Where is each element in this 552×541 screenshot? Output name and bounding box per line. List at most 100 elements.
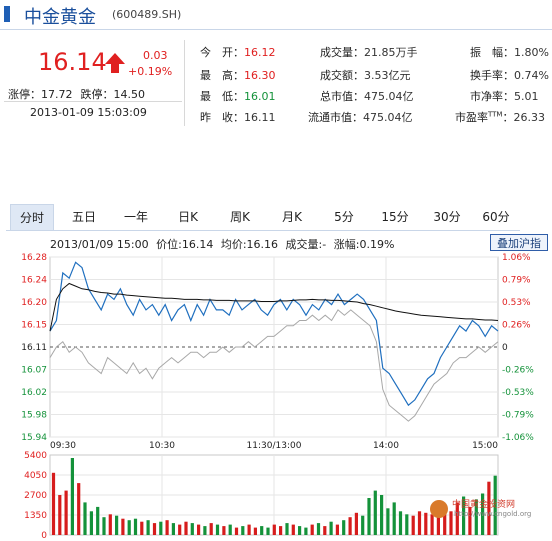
volume-bar xyxy=(329,521,333,535)
volume-bar xyxy=(190,523,194,535)
cngold-logo-icon xyxy=(430,500,448,518)
price-change-pct: +0.19% xyxy=(128,65,173,78)
volume-bar xyxy=(89,511,93,535)
volume-bar xyxy=(260,526,264,535)
volume-bar xyxy=(234,527,239,535)
watermark-url: http://www.cngold.org xyxy=(454,510,532,518)
volume-bar xyxy=(474,499,478,535)
volume-tick-label: 2700 xyxy=(24,491,47,501)
volume-bar xyxy=(83,502,87,535)
volume-bar xyxy=(443,508,447,535)
volume-bar xyxy=(215,524,220,535)
volume-bar xyxy=(285,523,289,535)
stat-volume: 成交量：21.85万手 xyxy=(320,46,418,59)
time-tick-label: 09:30 xyxy=(50,441,76,451)
volume-bar xyxy=(481,493,485,535)
current-price: 16.14 xyxy=(38,48,107,76)
price-tick-label: 15.94 xyxy=(21,433,47,443)
price-tick-label: 16.28 xyxy=(21,253,47,263)
volume-bar xyxy=(354,512,358,535)
volume-bar xyxy=(405,514,409,535)
stat-open: 今 开：16.12 xyxy=(200,46,276,59)
volume-bar xyxy=(436,505,440,535)
volume-bar xyxy=(209,523,213,535)
volume-bar xyxy=(171,523,175,535)
volume-bar xyxy=(165,520,169,535)
title-accent-icon xyxy=(4,6,10,22)
limit-up-label: 涨停： xyxy=(8,88,41,101)
volume-bar xyxy=(449,511,453,535)
limit-down-label: 跌停： xyxy=(80,88,114,101)
tab-five-day[interactable]: 五日 xyxy=(71,210,96,224)
watermark-text: 中国黄金投资网 xyxy=(452,500,516,510)
volume-bar xyxy=(64,490,68,535)
volume-bar xyxy=(253,527,257,535)
price-tick-label: 15.98 xyxy=(21,411,47,421)
volume-bar xyxy=(424,512,428,535)
tab-monthly-k[interactable]: 月K xyxy=(282,210,302,224)
volume-bar xyxy=(430,514,434,535)
volume-bar xyxy=(127,520,131,535)
pct-tick-label: -1.06% xyxy=(502,433,534,443)
tab-one-year[interactable]: 一年 xyxy=(123,210,148,224)
pct-tick-label: -0.53% xyxy=(502,388,534,398)
stat-turnover: 换手率：0.74% xyxy=(470,69,549,82)
time-tick-label: 11:30/13:00 xyxy=(247,441,302,451)
volume-tick-label: 0 xyxy=(41,531,47,541)
title-divider xyxy=(0,29,552,30)
volume-bar xyxy=(304,527,308,535)
volume-bar xyxy=(184,521,188,535)
stock-name: 中金黄金 xyxy=(24,7,96,28)
price-tick-label: 16.24 xyxy=(21,276,47,286)
price-change: 0.03 xyxy=(143,49,168,62)
volume-bar xyxy=(58,495,62,535)
price-line xyxy=(49,261,499,407)
volume-bar xyxy=(203,526,207,535)
pct-tick-label: 0.79% xyxy=(502,276,531,286)
volume-bar xyxy=(316,523,321,535)
volume-bar xyxy=(367,498,371,535)
volume-bar xyxy=(146,520,150,535)
title-bar: 中金黄金 (600489.SH) xyxy=(0,0,552,30)
volume-bar xyxy=(222,526,226,535)
volume-tick-label: 5400 xyxy=(24,451,47,461)
pct-tick-label: -0.26% xyxy=(502,366,534,376)
volume-bar xyxy=(398,511,403,535)
index-overlay-line xyxy=(49,309,499,422)
stat-market-cap: 总市值：475.04亿 xyxy=(320,90,414,103)
up-arrow-icon xyxy=(105,53,125,73)
volume-bar xyxy=(462,496,466,535)
tab-intraday[interactable]: 分时 xyxy=(10,204,54,230)
volume-bar xyxy=(108,514,112,535)
pct-tick-label: -0.79% xyxy=(502,411,534,421)
price-tick-label: 16.20 xyxy=(21,298,47,308)
pct-tick-label: 0.53% xyxy=(502,298,531,308)
chart-tabs: 分时 五日 一年 日K 周K 月K 5分 15分 30分 60分 xyxy=(6,204,520,231)
volume-bar xyxy=(493,475,497,535)
tab-weekly-k[interactable]: 周K xyxy=(230,210,250,224)
volume-bar xyxy=(152,523,157,535)
volume-bar xyxy=(468,506,472,535)
tab-5min[interactable]: 5分 xyxy=(334,210,354,224)
tab-60min[interactable]: 60分 xyxy=(482,210,510,224)
volume-bar xyxy=(159,521,163,535)
limit-up-value: 17.72 xyxy=(41,88,73,101)
tab-daily-k[interactable]: 日K xyxy=(178,210,198,224)
stat-pe: 市盈率TTM：26.33 xyxy=(455,110,545,124)
tab-15min[interactable]: 15分 xyxy=(381,210,409,224)
tab-30min[interactable]: 30分 xyxy=(433,210,461,224)
pct-tick-label: 0 xyxy=(502,343,508,353)
volume-tick-label: 1350 xyxy=(24,511,47,521)
volume-bar xyxy=(487,481,491,535)
time-tick-label: 15:00 xyxy=(472,441,498,451)
volume-bar xyxy=(121,518,125,535)
volume-bar xyxy=(455,502,459,535)
volume-bar xyxy=(298,526,302,535)
volume-bar xyxy=(417,511,422,535)
limit-row: 涨停：17.72 跌停：14.50 xyxy=(8,86,145,102)
volume-bar xyxy=(70,458,74,535)
stat-amount: 成交额：3.53亿元 xyxy=(320,69,411,82)
overlay-index-button[interactable]: 叠加沪指 xyxy=(490,234,548,251)
stat-float-cap: 流通市值：475.04亿 xyxy=(308,111,413,124)
